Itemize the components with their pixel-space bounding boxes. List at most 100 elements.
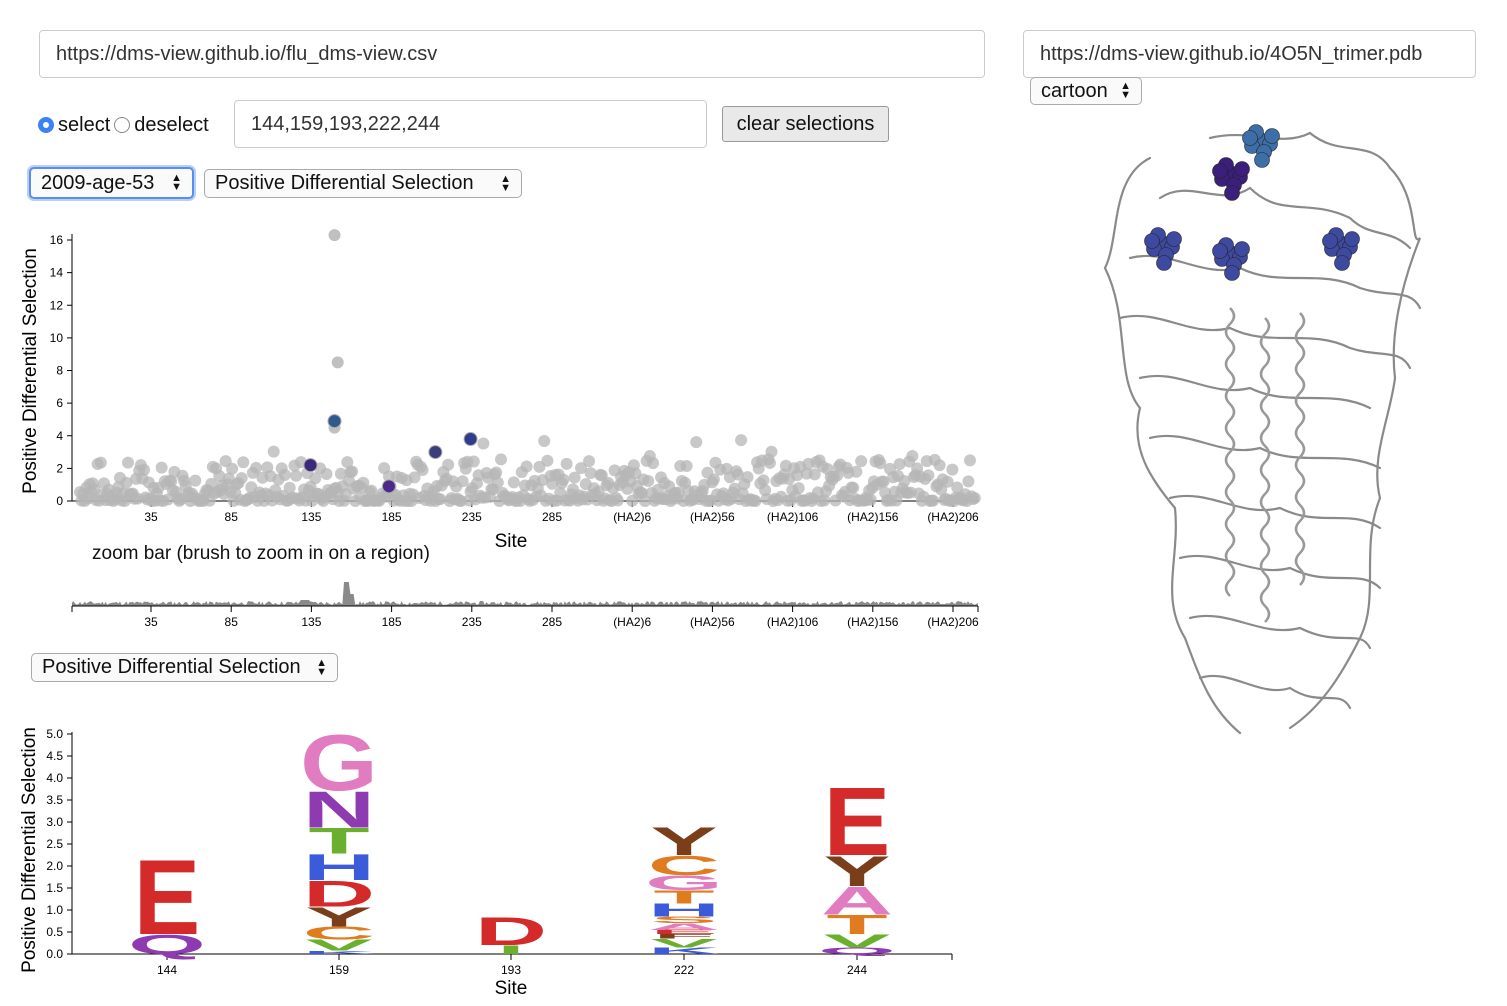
data-point bbox=[927, 494, 940, 507]
residue-atom bbox=[1334, 255, 1350, 271]
site-scatter-plot[interactable]: 0 2 4 6 8 10 12 14 16 35 85 135 185 235 285 (HA2)6 (HA2)… bbox=[0, 220, 1000, 560]
sequence-logo-plot: 0.0 0.5 1.0 1.5 2.0 2.5 3.0 3.5 4.0 4.5 5.0 Positiv… bbox=[19, 719, 953, 999]
logo-letter: N bbox=[303, 780, 375, 838]
residue-atom bbox=[1224, 185, 1240, 201]
data-point bbox=[757, 474, 770, 487]
data-point bbox=[946, 463, 959, 476]
data-point bbox=[850, 465, 863, 478]
data-point bbox=[893, 458, 906, 471]
data-point bbox=[584, 467, 597, 480]
logo-letter: E bbox=[134, 837, 201, 957]
data-point bbox=[877, 475, 890, 488]
logo-letter: Y bbox=[306, 902, 373, 933]
residue-atom bbox=[1144, 233, 1160, 249]
logo-letter: A bbox=[648, 922, 720, 932]
logo-letter: G bbox=[300, 719, 378, 808]
logo-letter: K bbox=[648, 946, 720, 956]
zoom-bar-label: zoom bar (brush to zoom in on a region) bbox=[92, 543, 430, 564]
y-tick-label: 2 bbox=[56, 461, 63, 475]
y-tick-label: 10 bbox=[50, 331, 64, 345]
data-point bbox=[763, 456, 776, 469]
select-radio-label[interactable]: select bbox=[58, 113, 111, 136]
residue-atom bbox=[1242, 130, 1258, 146]
pdb-url-input[interactable] bbox=[1023, 30, 1476, 78]
deselect-radio-label[interactable]: deselect bbox=[134, 113, 209, 136]
logo-letter: G bbox=[645, 871, 723, 895]
clear-selections-button[interactable]: clear selections bbox=[722, 106, 889, 142]
chevron-updown-icon: ▲ ▼ bbox=[1120, 80, 1131, 101]
select-radio[interactable] bbox=[38, 117, 54, 133]
logo-letter: T bbox=[826, 909, 887, 940]
logo-letter: I bbox=[497, 943, 525, 957]
logo-letter: Q bbox=[818, 946, 896, 956]
data-point bbox=[731, 468, 744, 481]
data-point bbox=[906, 449, 919, 462]
logo-letter: D bbox=[475, 910, 547, 954]
data-point bbox=[138, 463, 151, 476]
data-point bbox=[968, 492, 981, 505]
residue-atom bbox=[1234, 241, 1250, 257]
zoom-area bbox=[72, 582, 978, 606]
residue-atom bbox=[1224, 265, 1240, 281]
data-point bbox=[818, 494, 831, 507]
x-tick-label: 244 bbox=[847, 963, 867, 977]
logo-letter: T bbox=[653, 887, 714, 907]
data-point bbox=[922, 469, 935, 482]
condition-select[interactable]: 2009-age-53 ▲ ▼ bbox=[29, 167, 194, 199]
data-point bbox=[416, 463, 429, 476]
logo-metric-select-value: Positive Differential Selection bbox=[42, 656, 301, 678]
data-point bbox=[647, 457, 660, 470]
data-point bbox=[341, 456, 354, 469]
x-tick-label: 185 bbox=[382, 510, 402, 524]
protein-structure-viewer[interactable] bbox=[1090, 118, 1440, 748]
x-tick-label: (HA2)206 bbox=[927, 615, 979, 629]
logo-letter: H bbox=[303, 847, 375, 888]
y-tick-label: 0.0 bbox=[46, 947, 63, 961]
logo-letter: F bbox=[653, 933, 714, 940]
y-tick-label: 8 bbox=[56, 364, 63, 378]
data-point bbox=[690, 436, 703, 449]
data-point bbox=[808, 468, 821, 481]
logo-metric-select[interactable]: Positive Differential Selection ▲ ▼ bbox=[31, 653, 338, 682]
data-url-input[interactable] bbox=[39, 30, 985, 78]
representation-select-value: cartoon bbox=[1041, 79, 1108, 102]
data-point bbox=[707, 473, 720, 486]
x-tick-label: (HA2)156 bbox=[847, 615, 899, 629]
data-point bbox=[741, 471, 754, 484]
data-point bbox=[365, 484, 378, 497]
x-tick-label: (HA2)156 bbox=[847, 510, 899, 524]
zoom-bar[interactable]: 35 85 135 185 235 285 (HA2)6 (HA2)56 (HA2)106 (HA… bbox=[0, 570, 1000, 634]
deselect-radio[interactable] bbox=[114, 117, 131, 133]
site-input[interactable] bbox=[234, 100, 707, 148]
data-point bbox=[267, 445, 280, 458]
data-point bbox=[874, 457, 887, 470]
data-point bbox=[309, 472, 322, 485]
data-point bbox=[749, 494, 762, 507]
data-point bbox=[680, 460, 693, 473]
x-tick-label: 135 bbox=[301, 615, 321, 629]
data-point bbox=[162, 493, 175, 506]
x-tick-label: 235 bbox=[462, 510, 482, 524]
metric-select[interactable]: Positive Differential Selection ▲ ▼ bbox=[204, 169, 522, 198]
data-point bbox=[331, 356, 344, 369]
data-point bbox=[408, 471, 421, 484]
residue-atom bbox=[1212, 163, 1228, 179]
representation-select[interactable]: cartoon ▲ ▼ bbox=[1030, 77, 1142, 105]
logo-letter: T bbox=[308, 821, 369, 862]
data-point bbox=[494, 453, 507, 466]
logo-letter: V bbox=[824, 931, 891, 951]
y-tick-label: 0 bbox=[56, 494, 63, 508]
data-point bbox=[855, 455, 868, 468]
selected-point bbox=[381, 479, 396, 494]
logo-letter: A bbox=[821, 879, 893, 923]
data-point bbox=[442, 458, 455, 471]
logo-letter: V bbox=[306, 937, 373, 954]
y-tick-label: 12 bbox=[50, 298, 64, 312]
data-point bbox=[583, 455, 596, 468]
x-tick-label: (HA2)6 bbox=[613, 510, 651, 524]
logo-letter: K bbox=[303, 950, 375, 955]
y-axis-label: Positive Differential Selection bbox=[19, 727, 40, 973]
data-point bbox=[155, 461, 168, 474]
data-point bbox=[575, 462, 588, 475]
data-point bbox=[520, 460, 533, 473]
